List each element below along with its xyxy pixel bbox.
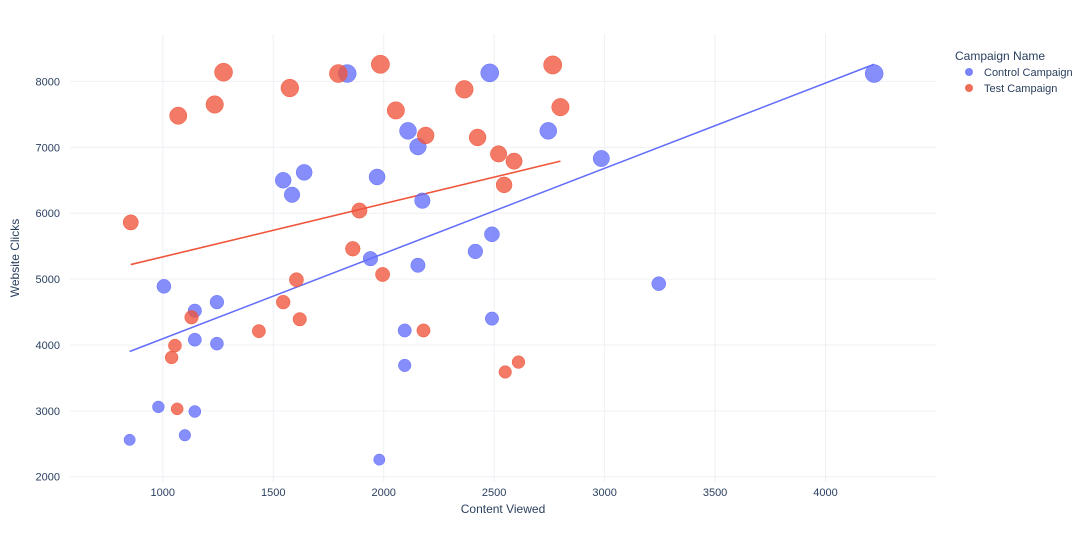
scatter-point[interactable] (292, 312, 307, 327)
x-tick-label: 3500 (703, 487, 727, 499)
scatter-point[interactable] (329, 64, 348, 83)
scatter-point[interactable] (864, 64, 884, 83)
y-axis-title: Website Clicks (8, 219, 22, 297)
scatter-point[interactable] (170, 402, 184, 416)
scatter-point[interactable] (495, 176, 513, 194)
scatter-point[interactable] (362, 251, 378, 267)
scatter-point[interactable] (295, 164, 313, 181)
scatter-point[interactable] (417, 126, 435, 145)
x-tick-label: 4000 (813, 487, 837, 499)
scatter-point[interactable] (397, 323, 412, 338)
scatter-point[interactable] (651, 276, 667, 291)
scatter-point[interactable] (274, 172, 292, 189)
scatter-point[interactable] (375, 267, 390, 282)
x-tick-label: 2500 (482, 487, 506, 499)
y-tick-label: 4000 (36, 340, 60, 352)
scatter-point[interactable] (490, 145, 508, 163)
legend-item[interactable]: Control Campaign (965, 67, 1073, 79)
scatter-point[interactable] (484, 226, 500, 243)
legend-label: Control Campaign (984, 67, 1073, 79)
scatter-point[interactable] (289, 272, 304, 288)
trendline-0 (129, 63, 875, 353)
y-tick-label: 7000 (36, 142, 60, 154)
scatter-point[interactable] (178, 429, 191, 442)
x-tick-label: 1000 (151, 487, 175, 499)
scatter-point[interactable] (123, 433, 136, 446)
y-tick-label: 5000 (36, 274, 60, 286)
scatter-point[interactable] (480, 63, 499, 83)
scatter-point[interactable] (386, 101, 405, 120)
scatter-point[interactable] (251, 324, 266, 339)
scatter-point[interactable] (345, 241, 361, 257)
scatter-point[interactable] (467, 243, 483, 260)
scatter-point[interactable] (169, 106, 188, 125)
trendlines (129, 63, 875, 353)
legend-title: Campaign Name (955, 49, 1045, 63)
x-tick-label: 1500 (261, 487, 285, 499)
scatter-point[interactable] (398, 358, 412, 372)
scatter-point[interactable] (283, 186, 301, 203)
scatter-point[interactable] (498, 365, 512, 379)
scatter-point[interactable] (414, 192, 431, 209)
scatter-point[interactable] (539, 122, 557, 140)
legend-items[interactable]: Control Campaign Test Campaign (965, 67, 1073, 95)
scatter-point[interactable] (152, 400, 165, 414)
scatter-point[interactable] (209, 295, 225, 310)
scatter-point[interactable] (214, 62, 233, 82)
legend-marker (965, 68, 973, 76)
scatter-point[interactable] (280, 78, 299, 98)
scatter-point[interactable] (416, 323, 431, 338)
scatter-point[interactable] (184, 310, 199, 325)
legend-marker (965, 84, 973, 92)
scatter-point[interactable] (468, 128, 487, 147)
scatter-point[interactable] (592, 150, 610, 167)
legend[interactable]: Campaign Name Control Campaign Test Campa… (955, 49, 1073, 95)
y-tick-label: 8000 (36, 76, 60, 88)
scatter-point[interactable] (168, 338, 182, 353)
tick-labels: 2000 3000 4000 5000 6000 7000 8000 1000 1500 2000… (36, 76, 838, 499)
data-points (122, 54, 884, 466)
scatter-point[interactable] (511, 355, 526, 369)
scatter-point[interactable] (276, 294, 291, 310)
scatter-point[interactable] (410, 257, 426, 273)
legend-item[interactable]: Test Campaign (965, 83, 1057, 95)
legend-label: Test Campaign (984, 83, 1057, 95)
y-tick-label: 6000 (36, 208, 60, 220)
scatter-point[interactable] (164, 350, 179, 365)
scatter-point[interactable] (351, 202, 368, 219)
y-tick-label: 2000 (36, 472, 60, 484)
scatter-point[interactable] (187, 332, 202, 347)
scatter-point[interactable] (455, 80, 474, 99)
trendline-1 (130, 160, 561, 266)
x-tick-label: 2000 (371, 487, 395, 499)
scatter-point[interactable] (371, 54, 390, 74)
scatter-point[interactable] (210, 336, 224, 351)
x-tick-label: 3000 (592, 487, 616, 499)
scatter-point[interactable] (188, 405, 202, 418)
scatter-point[interactable] (485, 311, 499, 326)
scatter-point[interactable] (368, 168, 386, 186)
scatter-point[interactable] (205, 95, 224, 114)
scatter-point[interactable] (551, 98, 570, 117)
y-tick-label: 3000 (36, 406, 60, 418)
scatter-point[interactable] (399, 122, 417, 140)
scatter-point[interactable] (373, 453, 386, 466)
scatter-point[interactable] (543, 55, 563, 75)
x-axis-title: Content Viewed (461, 502, 546, 516)
scatter-point[interactable] (505, 152, 523, 170)
scatter-point[interactable] (122, 214, 139, 231)
scatter-point[interactable] (156, 279, 172, 294)
